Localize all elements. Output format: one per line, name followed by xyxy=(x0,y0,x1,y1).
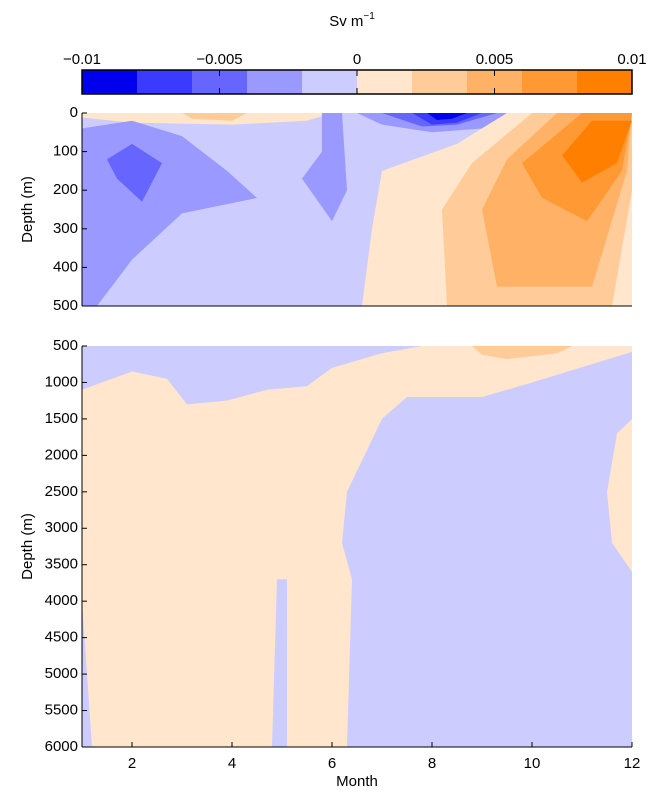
y-tick-label: 300 xyxy=(53,220,78,237)
contour-region xyxy=(427,113,467,120)
colorbar-tick-label: −0.01 xyxy=(63,51,101,68)
y-tick-label: 1000 xyxy=(45,373,78,390)
y-tick-label: 500 xyxy=(53,337,78,354)
y-tick-label: 5000 xyxy=(45,665,78,682)
y-tick-label: 5500 xyxy=(45,702,78,719)
contour-region xyxy=(107,143,162,202)
y-tick-label: 2000 xyxy=(45,446,78,463)
x-tick-label: 6 xyxy=(328,755,336,772)
y-tick-label: 3500 xyxy=(45,556,78,573)
colorbar-tick-label: 0.005 xyxy=(476,51,514,68)
y-tick-label: 0 xyxy=(70,104,78,121)
y-tick-label: 100 xyxy=(53,143,78,160)
colorbar-bin xyxy=(577,70,632,94)
y-tick-label: 6000 xyxy=(45,738,78,755)
y-tick-label: 2500 xyxy=(45,483,78,500)
y-axis-label: Depth (m) xyxy=(19,513,36,580)
y-tick-label: 4000 xyxy=(45,592,78,609)
y-tick-label: 3000 xyxy=(45,519,78,536)
colorbar-bin xyxy=(522,70,577,94)
x-tick-label: 4 xyxy=(228,755,236,772)
y-tick-label: 1500 xyxy=(45,410,78,427)
x-tick-label: 12 xyxy=(624,755,641,772)
colorbar-bin xyxy=(302,70,357,94)
y-tick-label: 4500 xyxy=(45,629,78,646)
contour-region xyxy=(607,418,632,573)
contour-region xyxy=(562,120,632,183)
colorbar-bin xyxy=(247,70,302,94)
contour-region xyxy=(302,113,347,222)
colorbar-tick-label: −0.005 xyxy=(196,51,242,68)
contour-region xyxy=(472,346,572,360)
x-tick-label: 8 xyxy=(428,755,436,772)
colorbar-bin xyxy=(137,70,192,94)
y-axis-label: Depth (m) xyxy=(19,176,36,243)
y-tick-label: 400 xyxy=(53,258,78,275)
x-tick-label: 10 xyxy=(524,755,541,772)
y-tick-label: 500 xyxy=(53,297,78,314)
contour-region xyxy=(82,346,632,747)
colorbar-tick-label: 0.01 xyxy=(617,51,646,68)
colorbar-bin xyxy=(82,70,137,94)
colorbar-title: Sv m−1 xyxy=(329,11,375,30)
colorbar-bin xyxy=(412,70,467,94)
contour-region xyxy=(182,113,247,121)
x-axis-label: Month xyxy=(336,773,378,790)
y-tick-label: 200 xyxy=(53,181,78,198)
colorbar-tick-label: 0 xyxy=(353,51,361,68)
x-tick-label: 2 xyxy=(128,755,136,772)
colorbar-bin xyxy=(357,70,412,94)
